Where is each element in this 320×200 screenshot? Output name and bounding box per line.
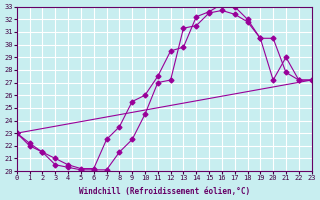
X-axis label: Windchill (Refroidissement éolien,°C): Windchill (Refroidissement éolien,°C) <box>79 187 250 196</box>
